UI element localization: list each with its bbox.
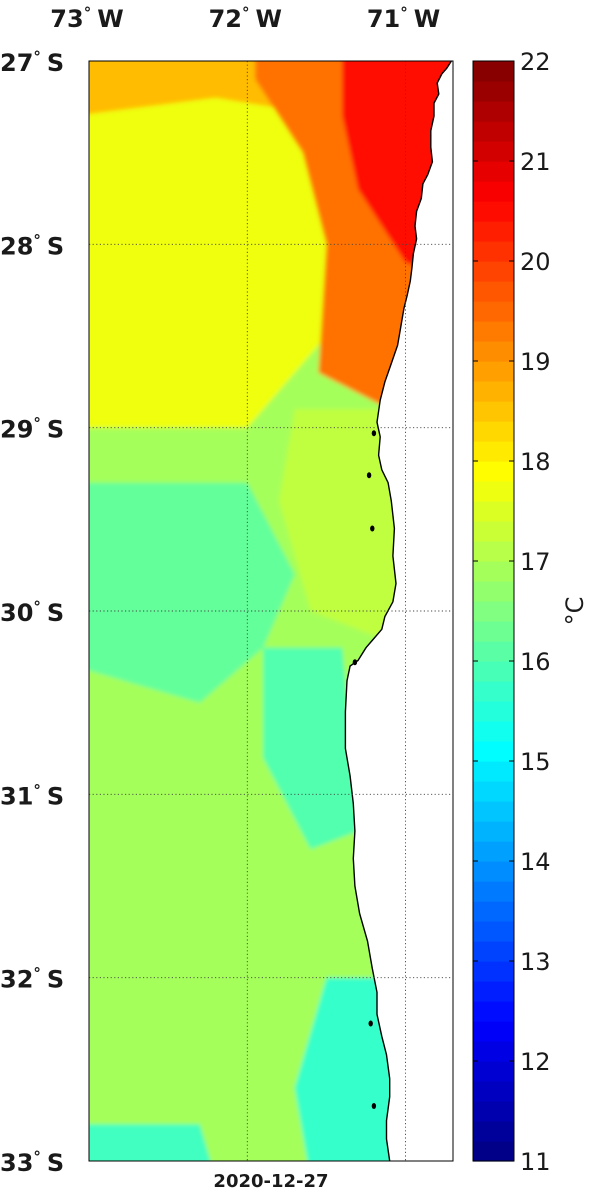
longitude-label: 72° W [209, 4, 282, 33]
colorbar-band [473, 921, 514, 942]
colorbar-band [473, 321, 514, 342]
colorbar-band [473, 361, 514, 382]
colorbar-band [473, 521, 514, 542]
latitude-label: 29° S [0, 415, 64, 444]
colorbar-tick-label: 11 [520, 1148, 551, 1176]
colorbar: 11 12 13 14 15 16 17 18 19 20 21 22 °C [472, 48, 589, 1176]
longitude-label: 71° W [367, 4, 440, 33]
colorbar-band [473, 881, 514, 902]
colorbar-band [473, 121, 514, 142]
colorbar-band [473, 241, 514, 262]
longitude-label: 73° W [50, 4, 123, 33]
colorbar-band [473, 61, 514, 82]
colorbar-tick-label: 22 [520, 48, 551, 76]
colorbar-band [473, 1021, 514, 1042]
colorbar-band [473, 821, 514, 842]
colorbar-unit-label: °C [561, 597, 589, 626]
colorbar-band [473, 681, 514, 702]
map-panel [88, 60, 454, 1162]
colorbar-band [473, 541, 514, 562]
colorbar-tick-label: 17 [520, 548, 551, 576]
latitude-label: 28° S [0, 231, 64, 260]
colorbar-band [473, 701, 514, 722]
colorbar-band [473, 1101, 514, 1122]
colorbar-band [473, 941, 514, 962]
longitude-labels: 73° W 72° W 71° W [50, 4, 440, 33]
colorbar-tick-label: 20 [520, 248, 551, 276]
coastal-islets [352, 430, 377, 1109]
colorbar-band [473, 101, 514, 122]
colorbar-ticks: 11 12 13 14 15 16 17 18 19 20 21 22 [473, 48, 551, 1176]
latitude-label: 32° S [0, 965, 64, 994]
colorbar-band [473, 981, 514, 1002]
colorbar-band [473, 181, 514, 202]
latitude-label: 31° S [0, 781, 64, 810]
colorbar-tick-label: 19 [520, 348, 551, 376]
colorbar-band [473, 721, 514, 742]
colorbar-band [473, 641, 514, 662]
latitude-label: 33° S [0, 1148, 64, 1177]
colorbar-band [473, 621, 514, 642]
colorbar-band [473, 501, 514, 522]
colorbar-band [473, 1141, 514, 1162]
map-frame [88, 60, 454, 1162]
colorbar-band [473, 381, 514, 402]
colorbar-band [473, 1001, 514, 1022]
colorbar-tick-label: 16 [520, 648, 551, 676]
latitude-label: 27° S [0, 48, 64, 77]
colorbar-band [473, 201, 514, 222]
latitude-labels: 27° S 28° S 29° S 30° S 31° S 32° S 33° S [0, 48, 64, 1177]
colorbar-tick-label: 13 [520, 948, 551, 976]
colorbar-band [473, 81, 514, 102]
colorbar-band [473, 841, 514, 862]
colorbar-band [473, 1081, 514, 1102]
colorbar-band [473, 1121, 514, 1142]
colorbar-band [473, 221, 514, 242]
date-label: 2020-12-27 [213, 1171, 328, 1188]
colorbar-band [473, 461, 514, 482]
colorbar-tick-label: 14 [520, 848, 551, 876]
colorbar-band [473, 741, 514, 762]
colorbar-tick-label: 18 [520, 448, 551, 476]
colorbar-band [473, 281, 514, 302]
colorbar-band [473, 161, 514, 182]
colorbar-band [473, 141, 514, 162]
latitude-label: 30° S [0, 598, 64, 627]
colorbar-band [473, 401, 514, 422]
colorbar-tick-label: 12 [520, 1048, 551, 1076]
colorbar-band [473, 781, 514, 802]
colorbar-tick-label: 21 [520, 148, 551, 176]
colorbar-band [473, 261, 514, 282]
colorbar-bands [473, 61, 514, 1162]
colorbar-band [473, 661, 514, 682]
colorbar-band [473, 441, 514, 462]
colorbar-band [473, 961, 514, 982]
colorbar-band [473, 341, 514, 362]
colorbar-band [473, 761, 514, 782]
colorbar-band [473, 861, 514, 882]
colorbar-band [473, 1041, 514, 1062]
colorbar-band [473, 901, 514, 922]
colorbar-tick-label: 15 [520, 748, 551, 776]
colorbar-band [473, 581, 514, 602]
colorbar-band [473, 301, 514, 322]
colorbar-band [473, 1061, 514, 1082]
colorbar-band [473, 481, 514, 502]
colorbar-band [473, 801, 514, 822]
colorbar-band [473, 561, 514, 582]
colorbar-frame [472, 60, 515, 1162]
coastline [344, 60, 452, 1162]
colorbar-band [473, 601, 514, 622]
colorbar-band [473, 421, 514, 442]
